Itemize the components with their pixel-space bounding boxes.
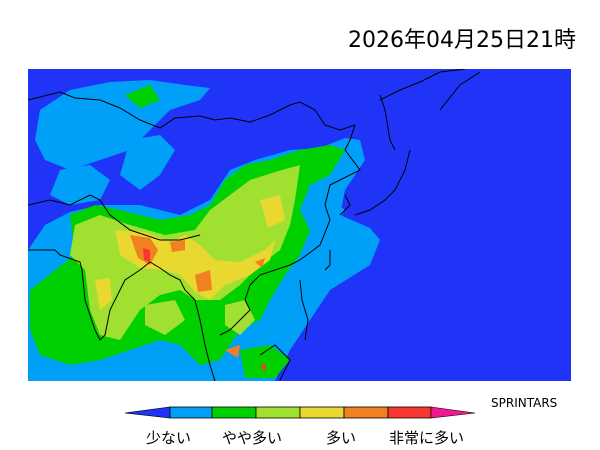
legend-swatch-6 (387, 406, 432, 419)
legend-arrow-low (124, 406, 171, 419)
legend-arrow-high (430, 406, 476, 419)
color-scale-legend (124, 406, 476, 419)
level-extreme-regions (143, 248, 266, 372)
legend-swatch-5 (343, 406, 389, 419)
legend-label-high: 多い (326, 429, 357, 447)
legend-label-low: 少ない (146, 429, 192, 447)
legend-swatch-1 (169, 406, 213, 419)
aerosol-map (28, 69, 571, 381)
legend-swatch-4 (299, 406, 345, 419)
coastlines-and-borders (28, 69, 481, 381)
sprintars-credit: SPRINTARS (491, 396, 558, 410)
legend-label-slightly-high: やや多い (222, 429, 283, 447)
legend-swatch-3 (255, 406, 301, 419)
legend-label-very-high: 非常に多い (389, 429, 465, 447)
forecast-datetime-title: 2026年04月25日21時 (348, 28, 576, 53)
legend-swatch-2 (211, 406, 257, 419)
